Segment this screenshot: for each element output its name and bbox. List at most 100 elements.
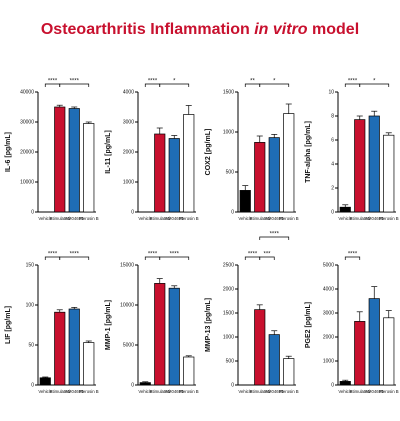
panel: 0 2 4 6 8 10 TNF-alpha [pg/mL] VehicleStimulate… — [305, 79, 399, 222]
y-tick-label: 3000 — [123, 119, 134, 125]
significance-label: ** — [250, 79, 255, 85]
y-tick-label: 0 — [31, 209, 34, 215]
y-tick-label: 0 — [231, 209, 234, 215]
bar — [139, 382, 151, 386]
y-axis-label: TNF-alpha [pg/mL] — [305, 121, 312, 183]
bar — [339, 206, 351, 213]
y-tick-label: 2 — [331, 185, 334, 191]
y-tick-label: 0 — [31, 382, 34, 388]
x-tick-label: Vehicle — [238, 216, 252, 221]
bar — [354, 321, 366, 386]
bar — [254, 142, 266, 213]
x-tick-label: SM04690 — [65, 389, 84, 394]
x-tick-label: Stimulated — [50, 389, 71, 394]
panel: 0 500 1000 1500 COX2 [pg/mL] VehicleStimulate… — [205, 79, 299, 222]
title-part: in vitro — [254, 21, 308, 38]
x-tick-label: Vehicle — [238, 389, 252, 394]
x-tick-label: Pterosin B — [79, 389, 99, 394]
x-tick-label: Stimulated — [50, 216, 71, 221]
significance-bracket — [259, 236, 290, 240]
x-tick-label: Vehicle — [338, 216, 352, 221]
y-axis-label: COX2 [pg/mL] — [205, 129, 212, 176]
y-tick-label: 5000 — [123, 342, 134, 348]
y-tick-label: 1500 — [223, 89, 234, 95]
y-tick-label: 1500 — [223, 310, 234, 316]
bar — [154, 133, 166, 213]
x-tick-label: Stimulated — [350, 389, 371, 394]
y-tick-label: 20000 — [20, 149, 34, 155]
bar — [168, 138, 180, 213]
figure-title: Osteoarthritis Inflammation in vitro mod… — [41, 21, 359, 38]
y-tick-label: 0 — [231, 382, 234, 388]
bar — [368, 115, 380, 213]
y-tick-label: 3000 — [323, 310, 334, 316]
x-tick-label: SM04690 — [65, 216, 84, 221]
bar — [268, 137, 280, 213]
significance-label: **** — [170, 252, 180, 258]
significance-bracket — [259, 256, 275, 260]
bar — [83, 342, 95, 386]
bar — [383, 134, 395, 213]
significance-label: * — [373, 79, 376, 85]
panel: 0 500 1000 1500 2000 2500 MMP-13 [pg/mL] Vehicl… — [205, 232, 299, 395]
y-tick-label: 4000 — [123, 89, 134, 95]
y-tick-label: 6 — [331, 137, 334, 143]
y-tick-label: 0 — [131, 209, 134, 215]
x-tick-label: SM04690 — [265, 216, 284, 221]
significance-label: **** — [348, 252, 358, 258]
significance-bracket — [59, 256, 90, 260]
significance-label: **** — [48, 252, 58, 258]
x-tick-label: SM04690 — [265, 389, 284, 394]
x-tick-label: Pterosin B — [79, 216, 99, 221]
y-tick-label: 0 — [131, 382, 134, 388]
x-tick-label: Pterosin B — [179, 216, 199, 221]
significance-bracket — [259, 83, 290, 87]
y-tick-label: 2000 — [323, 334, 334, 340]
x-tick-label: Vehicle — [38, 216, 52, 221]
bar — [83, 123, 95, 213]
x-tick-label: Vehicle — [138, 389, 152, 394]
significance-bracket — [159, 83, 190, 87]
y-axis-label: MMP-1 [pg/mL] — [105, 300, 112, 350]
y-tick-label: 0 — [331, 209, 334, 215]
x-tick-label: Vehicle — [338, 389, 352, 394]
bar — [239, 190, 251, 213]
x-tick-label: Vehicle — [38, 389, 52, 394]
y-tick-label: 100 — [26, 302, 35, 308]
significance-bracket — [159, 256, 190, 260]
x-tick-label: Pterosin B — [279, 216, 299, 221]
y-tick-label: 8 — [331, 113, 334, 119]
panel: 0 5000 10000 15000 MMP-1 [pg/mL] VehicleStimu… — [105, 252, 199, 395]
significance-label: **** — [48, 79, 58, 85]
y-tick-label: 1000 — [223, 129, 234, 135]
title-part: Osteoarthritis Inflammation — [41, 21, 254, 38]
y-tick-label: 500 — [226, 358, 235, 364]
bar — [283, 113, 295, 213]
bar — [54, 311, 66, 386]
y-tick-label: 4000 — [323, 286, 334, 292]
significance-label: **** — [270, 232, 280, 238]
x-tick-label: Stimulated — [150, 216, 171, 221]
x-tick-label: SM04690 — [365, 216, 384, 221]
x-tick-label: Pterosin B — [179, 389, 199, 394]
bar — [168, 287, 180, 386]
y-tick-label: 1000 — [123, 179, 134, 185]
y-axis-label: IL-11 [pg/mL] — [105, 130, 112, 174]
significance-label: **** — [70, 252, 80, 258]
significance-label: * — [173, 79, 176, 85]
x-tick-label: SM04690 — [165, 216, 184, 221]
y-tick-label: 500 — [226, 169, 235, 175]
y-tick-label: 1000 — [223, 334, 234, 340]
x-tick-label: Pterosin B — [379, 389, 399, 394]
bar — [68, 308, 80, 386]
bar — [68, 108, 80, 213]
bar — [254, 309, 266, 386]
y-tick-label: 50 — [28, 342, 34, 348]
bar — [339, 381, 351, 386]
x-tick-label: Stimulated — [350, 216, 371, 221]
y-axis-label: PGE2 [pg/mL] — [305, 302, 312, 348]
y-axis-label: LIF [pg/mL] — [5, 306, 12, 344]
bar — [183, 356, 195, 386]
significance-bracket — [359, 83, 390, 87]
significance-label: **** — [148, 252, 158, 258]
